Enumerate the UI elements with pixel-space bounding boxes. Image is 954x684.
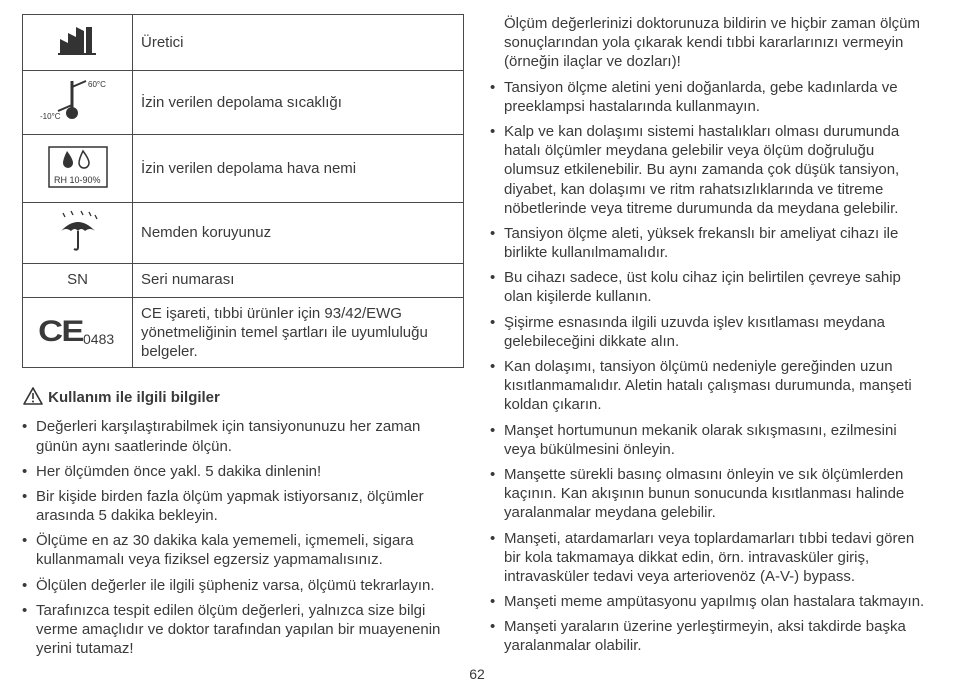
- humidity-label: RH 10-90%: [54, 175, 101, 185]
- right-column: Ölçüm değerlerinizi doktorunuza bildirin…: [490, 14, 932, 664]
- left-column: Üretici 60°C -10°C İzin verilen depolama…: [22, 14, 464, 664]
- usage-section-title: Kullanım ile ilgili bilgiler: [22, 386, 464, 407]
- section-title-text: Kullanım ile ilgili bilgiler: [48, 389, 220, 406]
- humidity-desc: İzin verilen depolama hava nemi: [133, 135, 464, 203]
- right-intro-text: Ölçüm değerlerinizi doktorunuza bildirin…: [490, 14, 932, 72]
- factory-icon: [56, 23, 100, 57]
- ce-cell: C E 0483: [23, 297, 133, 368]
- right-bullet-item: Manşeti yaraların üzerine yerleştirmeyin…: [490, 617, 932, 655]
- temp-high-label: 60°C: [88, 80, 106, 89]
- humidity-icon-cell: RH 10-90%: [23, 135, 133, 203]
- umbrella-icon-cell: [23, 203, 133, 263]
- sn-cell: SN: [23, 263, 133, 297]
- temp-low-label: -10°C: [40, 112, 61, 121]
- right-bullet-item: Tansiyon ölçme aleti, yüksek frekanslı b…: [490, 224, 932, 262]
- right-bullet-item: Kan dolaşımı, tansiyon ölçümü nedeniyle …: [490, 357, 932, 415]
- right-bullet-item: Manşeti meme ampütasyonu yapılmış olan h…: [490, 592, 932, 611]
- right-bullet-item: Manşeti, atardamarları veya toplardamarl…: [490, 529, 932, 587]
- manufacturer-desc: Üretici: [133, 15, 464, 71]
- left-bullet-item: Ölçülen değerler ile ilgili şüpheniz var…: [22, 576, 464, 595]
- left-bullet-list: Değerleri karşılaştırabilmek için tansiy…: [22, 417, 464, 658]
- sn-label: SN: [67, 271, 88, 288]
- right-bullet-item: Manşette sürekli basınç olmasını önleyin…: [490, 465, 932, 523]
- temp-icon-cell: 60°C -10°C: [23, 71, 133, 135]
- humidity-icon: RH 10-90%: [43, 141, 113, 191]
- left-bullet-item: Ölçüme en az 30 dakika kala yememeli, iç…: [22, 531, 464, 569]
- umbrella-desc: Nemden koruyunuz: [133, 203, 464, 263]
- temp-desc: İzin verilen depolama sıcaklığı: [133, 71, 464, 135]
- right-bullet-item: Şişirme esnasında ilgili uzuvda işlev kı…: [490, 313, 932, 351]
- right-bullet-item: Kalp ve kan dolaşımı sistemi hastalıklar…: [490, 122, 932, 218]
- ce-number: 0483: [83, 331, 114, 352]
- right-bullet-item: Manşet hortumunun mekanik olarak sıkışma…: [490, 421, 932, 459]
- right-bullet-list: Tansiyon ölçme aletini yeni doğanlarda, …: [490, 78, 932, 656]
- right-bullet-item: Bu cihazı sadece, üst kolu cihaz için be…: [490, 268, 932, 306]
- left-bullet-item: Değerleri karşılaştırabilmek için tansiy…: [22, 417, 464, 455]
- page-number: 62: [22, 666, 932, 684]
- right-bullet-item: Tansiyon ölçme aletini yeni doğanlarda, …: [490, 78, 932, 116]
- thermometer-icon: 60°C -10°C: [38, 77, 118, 123]
- manufacturer-icon-cell: [23, 15, 133, 71]
- sn-desc: Seri numarası: [133, 263, 464, 297]
- keep-dry-icon: [53, 209, 103, 251]
- warning-icon: [22, 386, 44, 406]
- left-bullet-item: Bir kişide birden fazla ölçüm yapmak ist…: [22, 487, 464, 525]
- left-bullet-item: Her ölçümden önce yakl. 5 dakika dinleni…: [22, 462, 464, 481]
- symbols-table: Üretici 60°C -10°C İzin verilen depolama…: [22, 14, 464, 368]
- left-bullet-item: Tarafınızca tespit edilen ölçüm değerler…: [22, 601, 464, 659]
- ce-desc: CE işareti, tıbbi ürünler için 93/42/EWG…: [133, 297, 464, 368]
- ce-mark-icon: C E: [38, 313, 82, 351]
